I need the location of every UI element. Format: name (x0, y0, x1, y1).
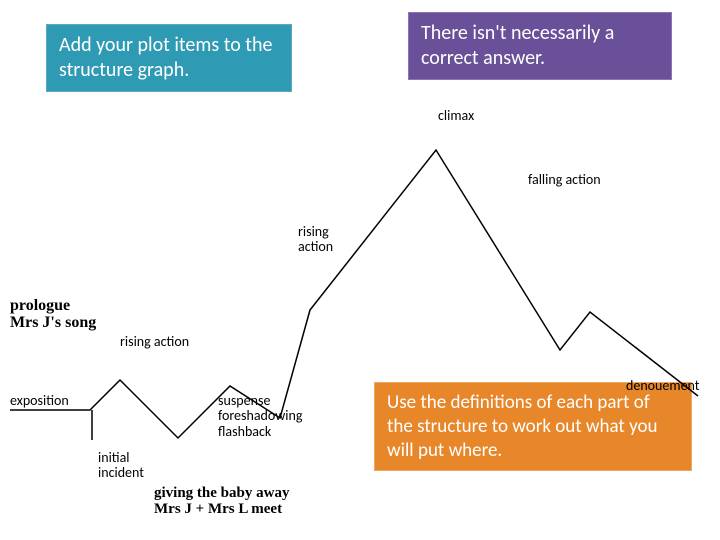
note-box-purple: There isn't necessarily a correct answer… (408, 12, 672, 80)
label-falling-action: falling action (528, 172, 601, 187)
label-rising-action-top: rising action (298, 224, 333, 255)
label-rising-action-bottom: rising action (120, 334, 189, 349)
label-climax: climax (438, 108, 474, 123)
handwritten-baby: giving the baby away Mrs J + Mrs L meet (154, 486, 289, 518)
plot-structure-graph (0, 100, 720, 440)
label-denouement: denouement (626, 378, 699, 393)
label-exposition: exposition (10, 393, 69, 408)
label-suspense-group: suspense foreshadowing flashback (218, 393, 302, 439)
label-initial-incident: initial incident (98, 450, 144, 481)
handwritten-prologue: prologue Mrs J's song (10, 298, 96, 332)
instruction-box-teal: Add your plot items to the structure gra… (46, 24, 292, 92)
